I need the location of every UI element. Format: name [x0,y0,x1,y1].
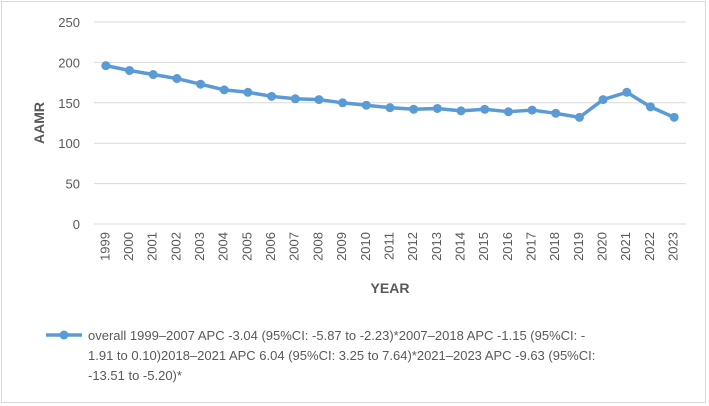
x-axis-ticks: 1999 2000 2001 2002 2003 2004 2005 2006 2007 2008… [97,232,680,261]
data-point-2004 [219,85,229,95]
x-tick-label: 2003 [192,232,207,261]
data-point-2006 [267,91,277,101]
data-point-2016 [503,107,513,117]
y-tick-label: 100 [58,136,80,151]
data-point-2015 [480,104,490,114]
legend-label-line: 1.91 to 0.10)2018–2021 APC 6.04 (95%CI: … [88,348,595,363]
data-point-2002 [172,74,182,84]
y-tick-label: 150 [58,96,80,111]
y-tick-label: 200 [58,55,80,70]
data-point-2013 [432,103,442,113]
data-point-2019 [574,112,584,122]
x-tick-label: 2021 [618,232,633,261]
x-axis-title: YEAR [371,280,410,296]
x-tick-label: 2022 [642,232,657,261]
x-tick-label: 2018 [547,232,562,261]
data-point-2011 [385,103,395,113]
data-point-2012 [409,104,419,114]
x-tick-label: 2008 [310,232,325,261]
data-point-2021 [622,87,632,97]
legend: overall 1999–2007 APC -3.04 (95%CI: -5.8… [46,328,595,383]
y-axis-title: AAMR [31,102,47,144]
legend-label-line: overall 1999–2007 APC -3.04 (95%CI: -5.8… [88,328,585,343]
x-tick-label: 2004 [216,232,231,261]
data-point-2007 [290,94,300,104]
x-tick-label: 2001 [145,232,160,261]
x-tick-label: 2020 [595,232,610,261]
x-tick-label: 2019 [571,232,586,261]
data-point-2010 [361,100,371,110]
data-point-2023 [669,112,679,122]
data-point-2001 [148,70,158,80]
data-point-2000 [125,65,135,75]
data-point-2014 [456,106,466,116]
data-point-2003 [196,79,206,89]
y-tick-label: 0 [73,217,80,232]
x-tick-label: 2006 [263,232,278,261]
data-point-2022 [645,102,655,112]
x-tick-label: 2002 [168,232,183,261]
x-tick-label: 2010 [358,232,373,261]
x-tick-label: 2015 [476,232,491,261]
data-point-2008 [314,95,324,105]
data-point-2005 [243,87,253,97]
x-tick-label: 2016 [500,232,515,261]
data-point-2018 [551,108,561,118]
x-tick-label: 2007 [287,232,302,261]
x-tick-label: 2014 [452,232,467,261]
y-axis-ticks: 0 50 100 150 200 250 [58,15,80,232]
x-tick-label: 2023 [666,232,681,261]
x-tick-label: 2017 [524,232,539,261]
x-tick-label: 2009 [334,232,349,261]
data-point-2009 [338,98,348,108]
legend-label-line: -13.51 to -5.20)* [88,368,182,383]
y-tick-label: 50 [66,177,80,192]
y-tick-label: 250 [58,15,80,30]
series-overall [101,61,679,122]
x-tick-label: 2013 [429,232,444,261]
gridlines [94,21,686,225]
x-tick-label: 2012 [405,232,420,261]
data-point-1999 [101,61,111,71]
data-point-2020 [598,95,608,105]
x-tick-label: 2011 [381,232,396,260]
x-tick-label: 2000 [121,232,136,261]
data-point-2017 [527,105,537,115]
x-tick-label: 2005 [239,232,254,261]
x-tick-label: 1999 [97,232,112,261]
legend-marker [59,330,69,340]
